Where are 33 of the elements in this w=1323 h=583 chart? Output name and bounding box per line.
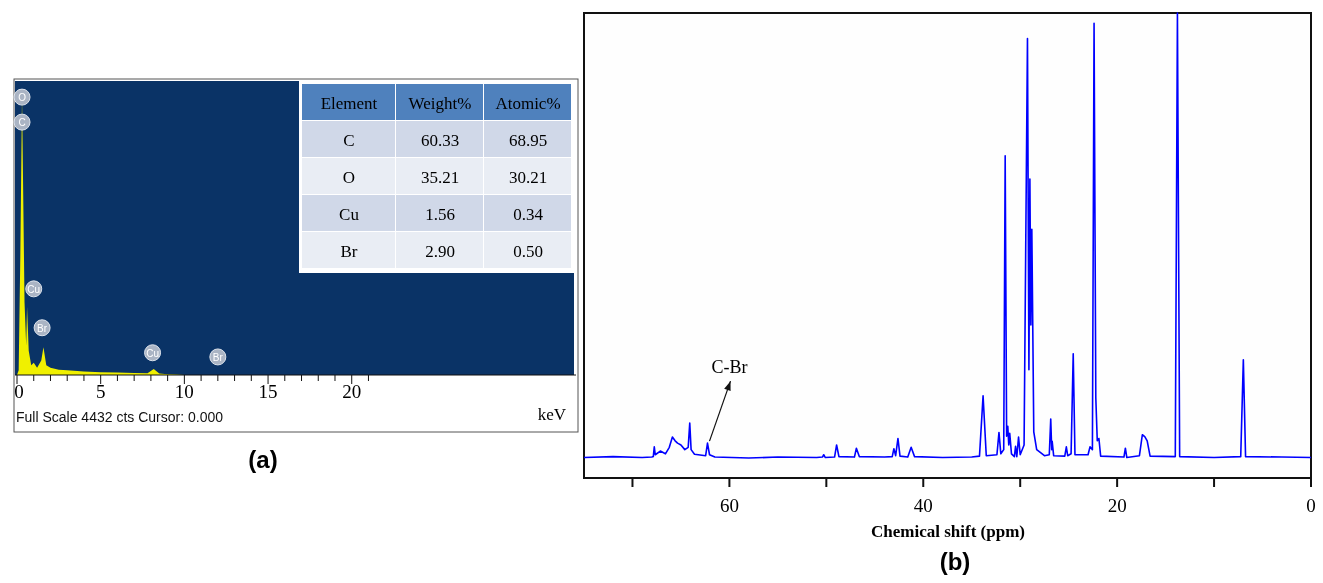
y-tick-label: Cu [339,204,360,224]
x-axis-title: Chemical shift (ppm) [871,522,1025,541]
x-tick-label: 0 [1306,495,1316,516]
text: (b) [939,548,971,575]
y-tick-label: C [343,130,355,150]
annotation: C-Br [711,357,748,378]
x-tick-label: 10 [174,381,194,402]
x-axis-title: keV [537,405,567,424]
text: (a) [248,446,278,473]
y-tick-label: Br [340,241,358,261]
x-tick-label: 40 [913,495,933,516]
x-tick-label: 60 [719,495,739,516]
annotation: C [18,117,26,129]
annotation: O [18,92,27,104]
y-tick-label: O [342,167,356,187]
data-label: 30.21 [508,167,548,187]
x-tick-label: Atomic% [495,93,561,113]
data-label: 60.33 [420,130,460,150]
data-label: 1.56 [425,204,455,224]
annotation: Br [37,322,48,334]
data-label: 35.21 [420,167,460,187]
x-tick-label: 0 [14,381,24,402]
text: Full Scale 4432 cts Cursor: 0.000 [16,409,224,425]
data-label: 2.90 [425,241,455,261]
x-tick-label: 20 [342,381,362,402]
data-label: 0.50 [513,241,543,261]
data-label: 0.34 [513,204,544,224]
data-label: 68.95 [508,130,548,150]
x-tick-label: 15 [258,381,278,402]
x-tick-label: 20 [1107,495,1127,516]
x-tick-label: Weight% [408,93,472,113]
x-tick-label: 5 [95,381,106,402]
y-axis-title: Element [320,93,378,113]
